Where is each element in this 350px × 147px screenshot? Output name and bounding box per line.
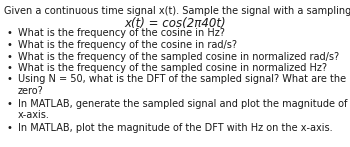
Text: •: •: [6, 29, 12, 39]
Text: What is the frequency of the sampled cosine in normalized Hz?: What is the frequency of the sampled cos…: [18, 63, 327, 73]
Text: Given a continuous time signal x(t). Sample the signal with a sampling rate of F: Given a continuous time signal x(t). Sam…: [4, 6, 350, 16]
Text: •: •: [6, 51, 12, 61]
Text: What is the frequency of the cosine in Hz?: What is the frequency of the cosine in H…: [18, 29, 225, 39]
Text: What is the frequency of the sampled cosine in normalized rad/s?: What is the frequency of the sampled cos…: [18, 51, 339, 61]
Text: •: •: [6, 123, 12, 133]
Text: In MATLAB, plot the magnitude of the DFT with Hz on the x-axis.: In MATLAB, plot the magnitude of the DFT…: [18, 123, 332, 133]
Text: Using N = 50, what is the DFT of the sampled signal? What are the indexes where : Using N = 50, what is the DFT of the sam…: [18, 75, 350, 85]
Text: x-axis.: x-axis.: [18, 110, 50, 120]
Text: In MATLAB, generate the sampled signal and plot the magnitude of the DFT with in: In MATLAB, generate the sampled signal a…: [18, 99, 350, 109]
Text: •: •: [6, 75, 12, 85]
Text: x(t) = cos(2π40t): x(t) = cos(2π40t): [124, 17, 226, 30]
Text: zero?: zero?: [18, 86, 44, 96]
Text: •: •: [6, 63, 12, 73]
Text: •: •: [6, 40, 12, 50]
Text: •: •: [6, 99, 12, 109]
Text: What is the frequency of the cosine in rad/s?: What is the frequency of the cosine in r…: [18, 40, 237, 50]
